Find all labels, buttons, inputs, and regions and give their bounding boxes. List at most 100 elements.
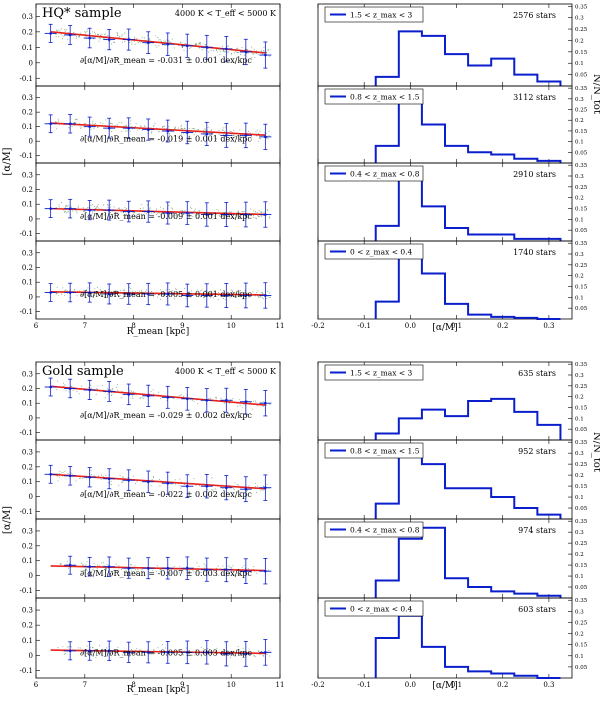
star-point	[95, 657, 97, 659]
x-tick-label: 0.2	[497, 681, 508, 689]
star-point	[105, 119, 107, 121]
star-point	[121, 122, 123, 124]
star-point	[121, 480, 123, 482]
star-point	[239, 573, 241, 575]
star-point	[268, 650, 270, 652]
star-point	[194, 654, 196, 656]
star-point	[175, 571, 178, 573]
star-point	[99, 294, 101, 296]
star-point	[184, 127, 186, 129]
star-point	[243, 211, 245, 213]
star-point	[66, 212, 68, 214]
star-point	[145, 213, 147, 215]
star-point	[233, 573, 235, 575]
star-point	[221, 129, 223, 131]
star-point	[86, 652, 88, 654]
star-point	[268, 130, 270, 132]
star-point	[91, 211, 93, 213]
y-tick-label: 0.3	[22, 171, 33, 179]
star-point	[182, 213, 184, 215]
star-point	[131, 43, 133, 45]
mean-point	[107, 477, 111, 481]
star-point	[267, 50, 269, 52]
star-point	[107, 393, 109, 395]
star-point	[110, 484, 112, 486]
star-point	[129, 130, 131, 132]
star-point	[204, 128, 206, 130]
star-point	[260, 50, 262, 52]
star-point	[169, 41, 171, 43]
star-point	[156, 565, 158, 567]
star-point	[159, 130, 161, 132]
star-point	[170, 569, 172, 571]
y-tick-label: 0.05	[575, 665, 588, 671]
x-tick-label: 7	[83, 322, 87, 330]
star-point	[151, 291, 153, 293]
star-point	[232, 565, 234, 567]
star-point	[116, 124, 118, 126]
star-point	[262, 293, 264, 295]
star-point	[158, 131, 160, 133]
star-point	[184, 43, 186, 45]
star-point	[95, 393, 97, 395]
gradient-label: ∂[α/M]/∂R_mean = -0.007 ± 0.003 dex/kpc	[80, 569, 252, 578]
star-point	[190, 296, 192, 298]
star-point	[262, 405, 264, 407]
star-point	[67, 646, 69, 648]
star-point	[226, 45, 228, 47]
star-point	[256, 129, 258, 131]
star-point	[93, 128, 95, 130]
star-point	[80, 32, 82, 34]
star-point	[67, 211, 69, 213]
y-tick-label: 0.3	[575, 373, 584, 379]
scatter-panel: -0.1 0 0.1 0.2 0.3 ∂[α/M]/∂R_mean = -0.022 ± …	[20, 439, 281, 520]
star-point	[107, 389, 109, 391]
star-point	[119, 295, 121, 297]
mean-point	[244, 50, 248, 54]
star-point	[66, 206, 68, 208]
star-point	[95, 648, 97, 651]
star-point	[235, 135, 237, 138]
star-point	[259, 490, 261, 492]
star-point	[196, 562, 198, 564]
star-point	[111, 43, 113, 45]
star-point	[93, 38, 95, 40]
star-point	[88, 387, 90, 389]
fit-line	[50, 473, 266, 490]
histogram-step	[374, 526, 562, 598]
mean-point	[244, 652, 248, 656]
star-point	[60, 563, 62, 565]
star-point	[253, 565, 255, 568]
star-point	[209, 397, 211, 399]
star-point	[261, 53, 263, 55]
star-point	[257, 140, 259, 142]
star-point	[169, 572, 171, 575]
star-point	[135, 123, 137, 125]
star-point	[122, 476, 125, 478]
star-point	[193, 400, 195, 402]
star-point	[115, 386, 117, 389]
x-tick-label: 0.0	[405, 322, 416, 330]
star-point	[258, 210, 260, 212]
star-point	[98, 645, 100, 647]
star-point	[93, 123, 95, 125]
y-tick-label: 0	[29, 493, 33, 501]
star-point	[224, 126, 226, 128]
star-point	[152, 569, 154, 571]
star-point	[179, 485, 181, 487]
star-point	[174, 298, 176, 300]
star-point	[64, 210, 66, 212]
star-point	[139, 398, 141, 400]
x-tick-label: -0.2	[311, 681, 325, 689]
star-point	[214, 488, 216, 490]
y-tick-label: 0.1	[575, 495, 584, 501]
star-point	[100, 290, 102, 292]
star-point	[102, 214, 104, 216]
star-point	[93, 210, 96, 212]
star-point	[85, 32, 87, 34]
star-point	[105, 567, 108, 569]
star-point	[59, 30, 61, 32]
star-point	[66, 560, 68, 562]
star-point	[63, 653, 65, 655]
gradient-label: ∂[α/M]/∂R_mean = -0.019 ± 0.001 dex/kpc	[80, 134, 252, 143]
